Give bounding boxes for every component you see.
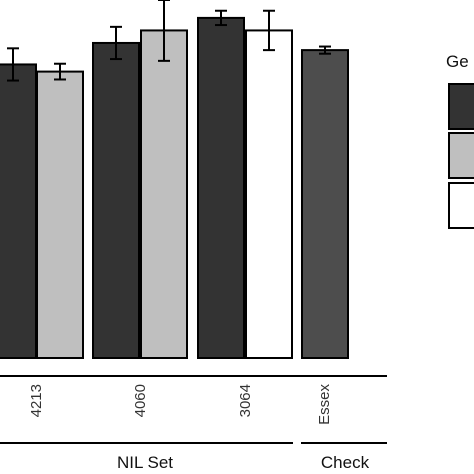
bars-layer [0, 0, 349, 360]
bar-4213-dark [0, 63, 37, 359]
error-bar-4213-light [54, 62, 66, 81]
legend-key-0 [448, 83, 474, 130]
bar-4060-light [140, 29, 188, 360]
bar-Essex-check [301, 49, 349, 360]
error-bar-3064-white [263, 9, 275, 52]
error-bar-3064-dark [215, 9, 227, 27]
legend-key-2 [448, 182, 474, 229]
group-label-0: NIL Set [117, 453, 173, 472]
tick-label-Essex: Essex [316, 384, 333, 425]
bar-3064-white [245, 29, 293, 360]
error-bar-4060-light [158, 0, 170, 62]
error-bar-4060-dark [110, 25, 122, 61]
tick-label-3064: 3064 [237, 384, 254, 417]
tick-label-4060: 4060 [132, 384, 149, 417]
x-axis: 4213 4060 3064 Essex NIL Set Check [0, 375, 387, 472]
tick-label-4213: 4213 [28, 384, 45, 417]
legend-title: Ge [446, 52, 469, 71]
legend-key-1 [448, 132, 474, 179]
bar-3064-dark [197, 16, 245, 360]
error-bar-Essex-check [319, 45, 331, 55]
legend: Ge [446, 52, 474, 229]
error-bar-4213-dark [7, 47, 19, 82]
group-label-1: Check [321, 453, 370, 472]
bar-4060-dark [92, 41, 140, 360]
bar-4213-light [36, 70, 84, 359]
